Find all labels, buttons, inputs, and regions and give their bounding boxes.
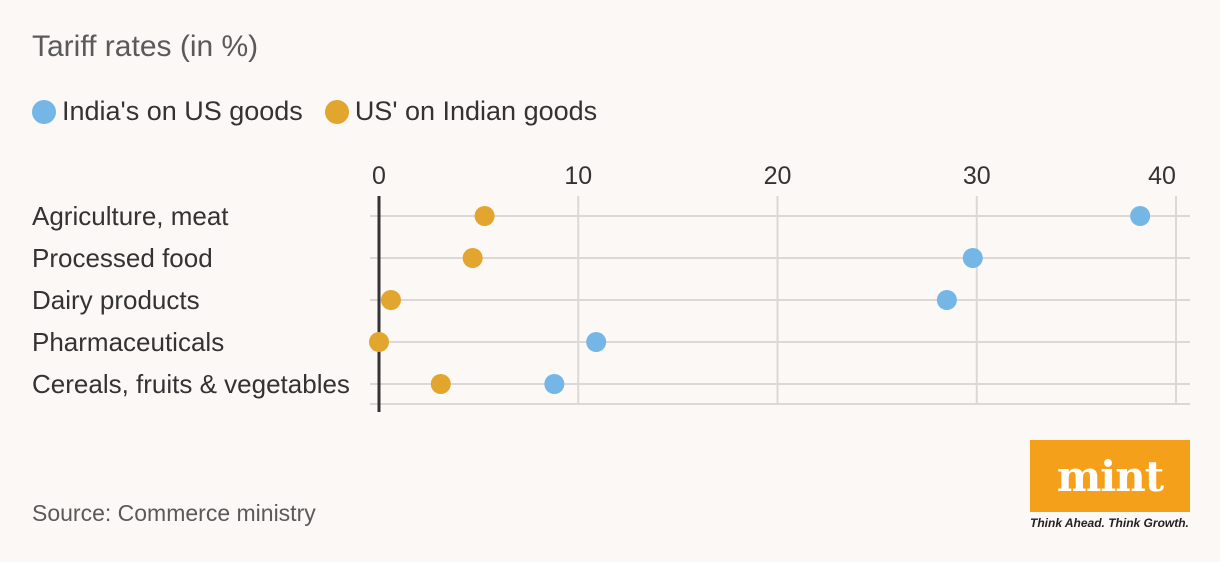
- legend-item-us: US' on Indian goods: [324, 96, 598, 127]
- x-tick-label: 10: [564, 162, 592, 190]
- legend-swatch-india: [32, 99, 56, 124]
- category-label: Processed food: [32, 243, 213, 273]
- category-label: Pharmaceuticals: [32, 327, 224, 357]
- x-tick-label: 0: [372, 162, 386, 190]
- legend-label-india: India's on US goods: [62, 96, 303, 126]
- category-label: Cereals, fruits & vegetables: [32, 369, 350, 399]
- chart-title: Tariff rates (in %): [32, 30, 259, 63]
- india-tariff-dot: [1130, 206, 1151, 226]
- india-tariff-dot: [586, 332, 607, 352]
- us-tariff-dot: [380, 290, 401, 310]
- category-label: Dairy products: [32, 285, 200, 315]
- logo-tagline: Think Ahead. Think Growth.: [1030, 516, 1189, 530]
- legend-label-us: US' on Indian goods: [354, 96, 598, 126]
- us-tariff-dot: [462, 248, 483, 268]
- us-tariff-dot: [474, 206, 495, 226]
- x-tick-label: 20: [764, 162, 792, 190]
- india-tariff-dot: [544, 374, 565, 394]
- category-label: Agriculture, meat: [32, 201, 229, 231]
- legend-item-india: India's on US goods: [32, 96, 303, 127]
- us-tariff-dot: [369, 332, 389, 352]
- logo-box: mint: [1030, 440, 1190, 512]
- mint-logo: mint Think Ahead. Think Growth.: [1030, 440, 1190, 530]
- india-tariff-dot: [962, 248, 983, 268]
- us-tariff-dot: [430, 374, 451, 394]
- legend: India's on US goods US' on Indian goods: [32, 96, 619, 127]
- logo-text: mint: [1056, 451, 1164, 501]
- x-tick-label: 40: [1148, 162, 1176, 190]
- x-tick-label: 30: [963, 162, 991, 190]
- legend-swatch-us: [324, 99, 349, 124]
- source-note: Source: Commerce ministry: [32, 500, 316, 526]
- india-tariff-dot: [936, 290, 957, 310]
